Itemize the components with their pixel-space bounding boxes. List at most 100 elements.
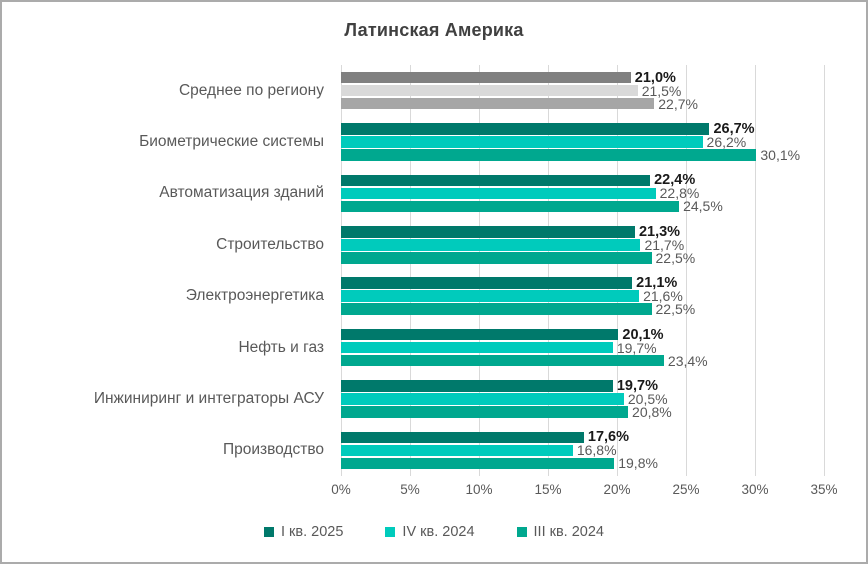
bar [341,174,651,187]
bar-row: 20,8% [341,403,824,420]
legend-label: IV кв. 2024 [402,524,475,540]
plot-area: Среднее по региону 21,0% 21,5% 22,7% Биометр… [94,65,825,476]
bar [341,328,619,341]
bar-group: Среднее по региону 21,0% 21,5% 22,7% [179,65,824,116]
bar [341,303,652,315]
bar-row: 21,6% [341,288,824,305]
category-label: Автоматизация зданий [159,184,324,202]
bar-row: 30,1% [341,147,824,164]
bar-group: Строительство 21,3% 21,7% 22,5% [216,219,824,270]
category-label: Строительство [216,235,324,253]
bar-group: Инжиниринг и интеграторы АСУ 19,7% 20,5% 20… [94,373,824,424]
value-label: 21,1% [636,274,678,291]
bar [341,187,656,200]
bar-row: 20,1% [341,326,824,343]
bar [341,71,631,84]
gridline [410,65,411,476]
category-label: Производство [222,441,324,459]
bar [341,431,584,444]
bar-row: 22,5% [341,249,824,266]
bar-row: 22,8% [341,185,824,202]
bar-group: Электроэнергетика 21,1% 21,6% 22,5% [186,271,824,322]
gridline [341,65,342,476]
value-label: 17,6% [587,429,629,446]
bar-row: 16,8% [341,442,824,459]
legend: I кв. 2025 IV кв. 2024 III кв. 2024 [2,524,866,540]
value-label: 19,8% [618,455,658,472]
bar-row: 21,3% [341,225,824,239]
legend-swatch-icon [385,527,396,537]
bar [341,149,757,161]
value-label: 22,4% [654,172,696,189]
x-tick-label: 10% [465,482,493,497]
value-label: 20,5% [627,390,668,407]
bar [341,226,635,238]
category-label: Биометрические системы [139,133,324,151]
bar [341,200,680,213]
x-tick-label: 0% [331,482,351,497]
gridline [755,65,756,476]
bar-group: Биометрические системы 26,7% 26,2% 30,1% [139,116,824,167]
bar-group: Автоматизация зданий 22,4% 22,8% 24,5% [159,168,824,219]
gridline [617,65,618,476]
bar-row: 20,5% [341,390,824,407]
bar-row: 21,0% [341,69,824,86]
value-label: 22,8% [659,185,700,202]
value-label: 26,2% [706,134,747,151]
bar [341,290,640,302]
x-tick-label: 5% [400,482,420,497]
bar-row: 19,7% [341,377,824,394]
value-label: 20,1% [622,326,664,343]
bar [341,136,703,148]
bar [341,406,629,418]
bar-row: 26,2% [341,134,824,151]
bar-row: 17,6% [341,429,824,446]
legend-item: III кв. 2024 [516,524,604,540]
bar [341,123,710,135]
bar [341,252,652,264]
value-label: 19,7% [616,377,658,394]
bar-row: 21,7% [341,238,824,252]
gridline [824,65,825,476]
value-label: 23,4% [667,352,708,369]
category-label: Нефть и газ [238,338,324,356]
bar-row: 21,5% [341,84,824,98]
bar-row: 19,7% [341,341,824,355]
bar [341,444,573,457]
bar [341,97,655,110]
category-label: Среднее по региону [178,81,324,99]
value-label: 22,5% [655,301,696,318]
legend-item: I кв. 2025 [264,524,343,540]
bar [341,277,633,289]
category-label: Электроэнергетика [185,287,324,305]
x-tick-label: 25% [672,482,700,497]
legend-label: I кв. 2025 [281,524,344,540]
x-tick-label: 35% [810,482,838,497]
bar-group: Нефть и газ 20,1% 19,7% 23,4% [238,322,824,373]
bar [341,457,615,470]
bar-row: 22,4% [341,172,824,189]
value-label: 21,6% [643,288,683,305]
bar [341,380,613,392]
value-label: 16,8% [576,442,617,459]
value-label: 22,7% [658,95,698,112]
x-tick-label: 15% [534,482,562,497]
bar [341,393,624,405]
legend-swatch-icon [264,527,274,537]
bar-row: 21,1% [341,274,824,291]
bar-row: 24,5% [341,198,824,215]
legend-item: IV кв. 2024 [385,524,475,540]
bar-row: 19,8% [341,455,824,472]
bar-row: 22,7% [341,95,824,112]
value-label: 24,5% [683,198,723,215]
bar [341,341,613,354]
value-label: 22,5% [655,249,696,266]
bar-row: 23,4% [341,352,824,369]
legend-label: III кв. 2024 [533,524,604,540]
category-label: Инжиниринг и интеграторы АСУ [93,389,324,407]
value-label: 30,1% [760,147,801,164]
value-label: 26,7% [713,120,755,137]
bar-row: 22,5% [341,301,824,318]
value-label: 21,0% [634,69,676,86]
value-label: 20,8% [632,403,672,420]
